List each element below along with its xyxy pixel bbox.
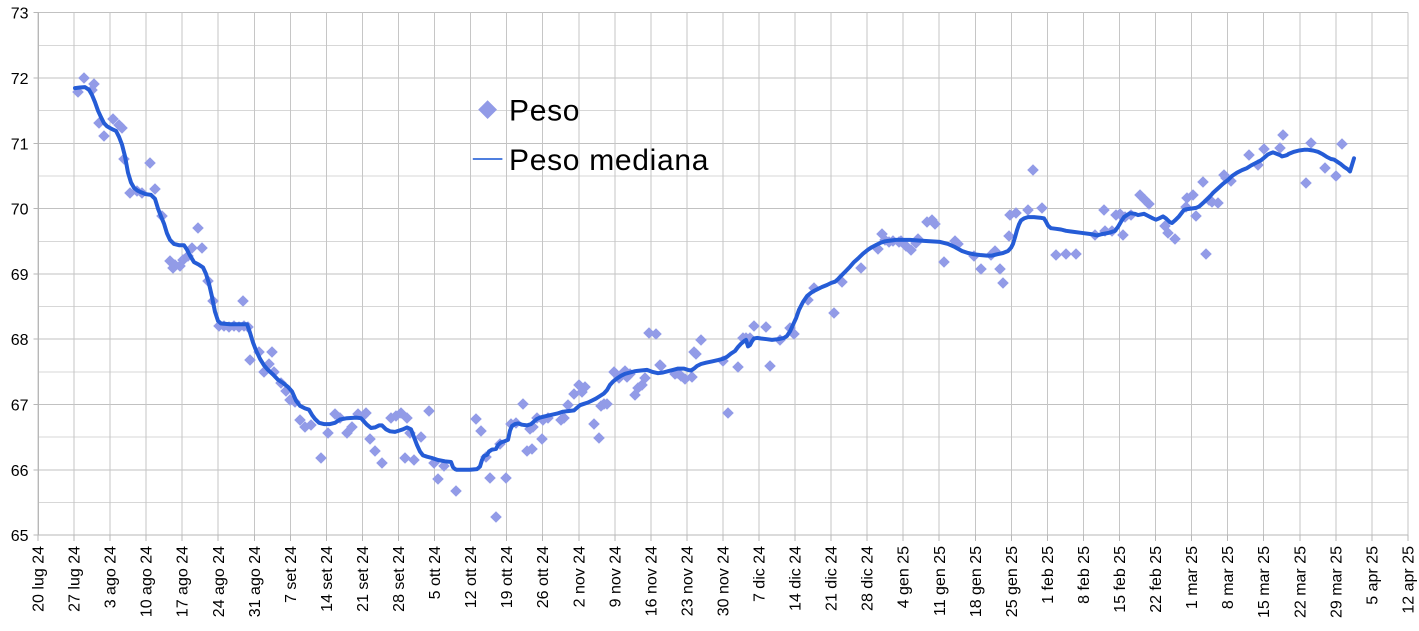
svg-text:4 gen 25: 4 gen 25 <box>896 546 913 608</box>
svg-text:30 nov 24: 30 nov 24 <box>715 546 732 616</box>
svg-text:29 mar 25: 29 mar 25 <box>1328 546 1345 618</box>
svg-text:21 set 24: 21 set 24 <box>355 546 372 612</box>
svg-text:17 ago 24: 17 ago 24 <box>175 546 192 617</box>
svg-text:15 mar 25: 15 mar 25 <box>1256 546 1273 618</box>
svg-text:24 ago 24: 24 ago 24 <box>211 546 228 617</box>
svg-text:23 nov 24: 23 nov 24 <box>679 546 696 616</box>
svg-text:15 feb 25: 15 feb 25 <box>1112 546 1129 613</box>
svg-text:72: 72 <box>11 71 29 88</box>
svg-text:12 apr 25: 12 apr 25 <box>1400 546 1417 614</box>
svg-text:25 gen 25: 25 gen 25 <box>1004 546 1021 617</box>
svg-text:31 ago 24: 31 ago 24 <box>247 546 264 617</box>
svg-text:26 ott 24: 26 ott 24 <box>535 546 552 608</box>
svg-text:28 dic 24: 28 dic 24 <box>860 546 877 611</box>
svg-text:69: 69 <box>11 267 29 284</box>
svg-text:5 ott 24: 5 ott 24 <box>427 546 444 599</box>
svg-text:7 set 24: 7 set 24 <box>283 546 300 603</box>
svg-text:22 feb 25: 22 feb 25 <box>1148 546 1165 613</box>
svg-text:8 feb 25: 8 feb 25 <box>1076 546 1093 604</box>
svg-text:16 nov 24: 16 nov 24 <box>643 546 660 616</box>
svg-text:65: 65 <box>11 528 29 545</box>
svg-text:68: 68 <box>11 332 29 349</box>
svg-text:22 mar 25: 22 mar 25 <box>1292 546 1309 618</box>
svg-text:14 set 24: 14 set 24 <box>319 546 336 612</box>
svg-text:3 ago 24: 3 ago 24 <box>103 546 120 608</box>
svg-text:66: 66 <box>11 463 29 480</box>
svg-text:73: 73 <box>11 6 29 23</box>
svg-text:12 ott 24: 12 ott 24 <box>463 546 480 608</box>
svg-text:8 mar 25: 8 mar 25 <box>1220 546 1237 609</box>
svg-text:21 dic 24: 21 dic 24 <box>824 546 841 611</box>
svg-text:7 dic 24: 7 dic 24 <box>752 546 769 602</box>
svg-text:5 apr 25: 5 apr 25 <box>1364 546 1381 605</box>
svg-text:1 feb 25: 1 feb 25 <box>1040 546 1057 604</box>
svg-text:70: 70 <box>11 202 29 219</box>
svg-text:2 nov 24: 2 nov 24 <box>571 546 588 607</box>
svg-text:9 nov 24: 9 nov 24 <box>607 546 624 607</box>
svg-text:Peso mediana: Peso mediana <box>509 144 709 177</box>
svg-text:11 gen 25: 11 gen 25 <box>932 546 949 616</box>
svg-text:10 ago 24: 10 ago 24 <box>139 546 156 617</box>
svg-text:18 gen 25: 18 gen 25 <box>968 546 985 617</box>
svg-text:28 set 24: 28 set 24 <box>391 546 408 612</box>
svg-text:71: 71 <box>11 136 29 153</box>
svg-text:20 lug 24: 20 lug 24 <box>31 546 48 612</box>
svg-text:19 ott 24: 19 ott 24 <box>499 546 516 608</box>
svg-text:27 lug 24: 27 lug 24 <box>67 546 84 612</box>
svg-text:14 dic 24: 14 dic 24 <box>788 546 805 611</box>
svg-text:Peso: Peso <box>509 95 580 128</box>
svg-text:67: 67 <box>11 398 29 415</box>
svg-text:1 mar 25: 1 mar 25 <box>1184 546 1201 609</box>
